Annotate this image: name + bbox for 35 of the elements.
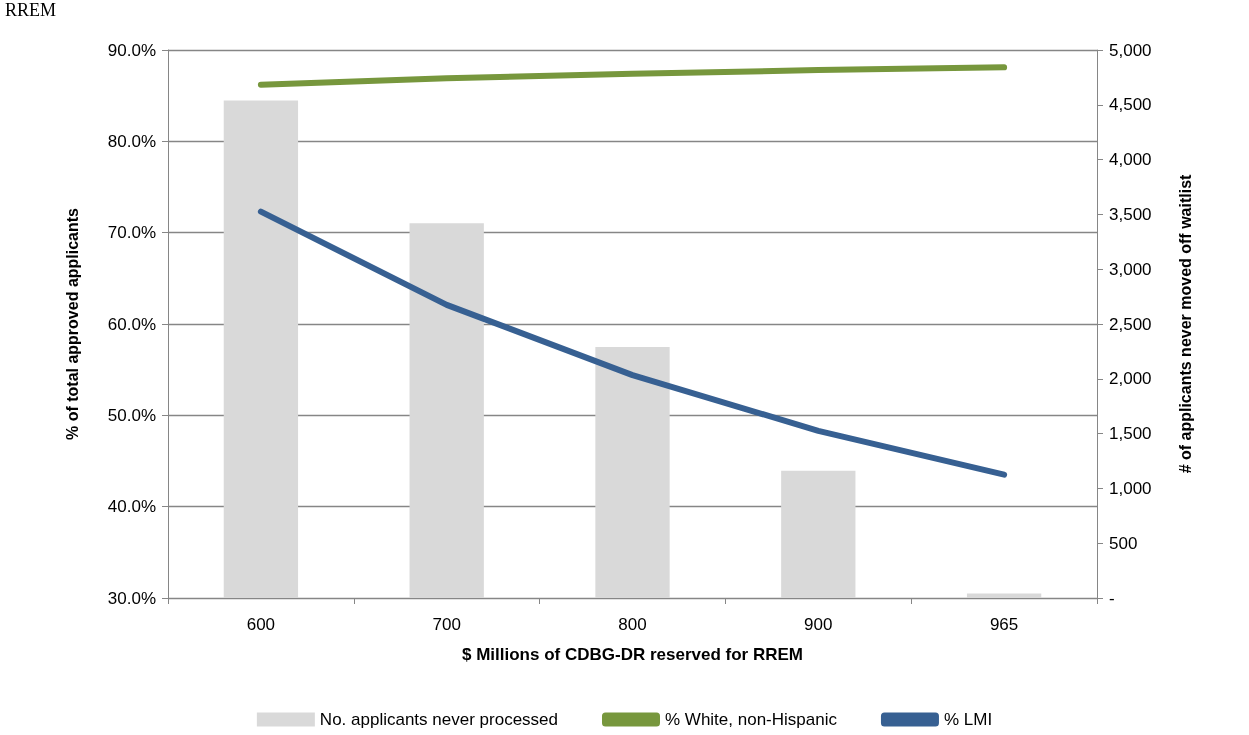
y2-axis-title: # of applicants never moved off waitlist xyxy=(1176,173,1194,474)
y2-tick-label: 4,500 xyxy=(1109,95,1152,115)
y2-tick-label: 1,500 xyxy=(1109,424,1152,444)
y-tick-label: 40.0% xyxy=(107,497,156,517)
legend-label: % LMI xyxy=(943,710,993,729)
y2-tick-label: - xyxy=(1109,588,1115,608)
y-tick-label: 90.0% xyxy=(107,40,156,60)
legend-label: % White, non-Hispanic xyxy=(665,710,838,729)
x-tick-label: 600 xyxy=(246,615,276,634)
x-axis-title: $ Millions of CDBG-DR reserved for RREM xyxy=(462,645,803,664)
y2-tick-label: 4,000 xyxy=(1109,150,1152,170)
y-tick-label: 30.0% xyxy=(107,588,156,608)
x-tick-label: 800 xyxy=(618,615,647,634)
y-tick-label: 60.0% xyxy=(107,314,156,334)
y-axis-title: % of total approved applicants xyxy=(63,207,81,441)
y2-tick-label: 500 xyxy=(1109,533,1138,553)
y2-tick-label: 5,000 xyxy=(1109,40,1152,60)
bar xyxy=(781,470,856,598)
legend-label: No. applicants never processed xyxy=(319,710,559,729)
y-tick-label: 50.0% xyxy=(107,405,156,425)
x-tick-label: 700 xyxy=(432,615,461,634)
y-tick-label: 80.0% xyxy=(107,131,156,151)
y2-tick-label: 3,000 xyxy=(1109,259,1152,279)
bar xyxy=(966,593,1042,598)
y2-tick-label: 1,000 xyxy=(1109,478,1152,498)
bar xyxy=(595,347,670,598)
chart-title: RREM xyxy=(5,0,57,20)
x-tick-label: 900 xyxy=(804,615,833,634)
y2-tick-label: 2,500 xyxy=(1109,314,1152,334)
y2-tick-label: 2,000 xyxy=(1109,369,1152,389)
y2-tick-label: 3,500 xyxy=(1109,204,1152,224)
bar xyxy=(409,223,484,598)
bar xyxy=(223,100,299,598)
y-tick-label: 70.0% xyxy=(107,223,156,243)
x-tick-label: 965 xyxy=(989,615,1019,634)
